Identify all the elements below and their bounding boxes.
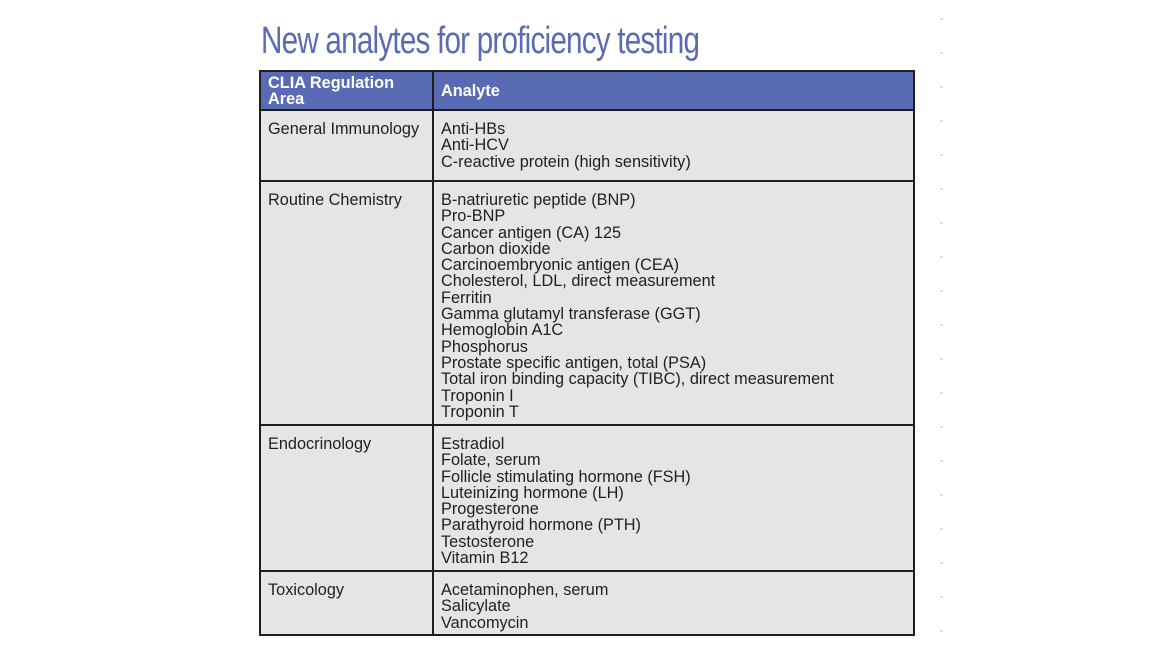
regulation-area-cell: General Immunology — [259, 109, 434, 182]
analyte-item: Vitamin B12 — [441, 549, 529, 568]
analyte-item: Follicle stimulating hormone (FSH) — [441, 467, 691, 486]
analyte-item: Carcinoembryonic antigen (CEA) — [441, 256, 679, 275]
regulation-area-cell: Endocrinology — [259, 424, 434, 572]
analyte-cell: B-natriuretic peptide (BNP) Pro-BNP Canc… — [432, 180, 915, 426]
analyte-item: Folate, serum — [441, 451, 541, 470]
analyte-item: Testosterone — [441, 532, 535, 551]
analyte-item: Anti-HBs — [441, 120, 506, 138]
header-analyte: Analyte — [432, 70, 915, 111]
analyte-item: Cancer antigen (CA) 125 — [441, 223, 622, 242]
analyte-item: Troponin I — [441, 386, 514, 405]
analyte-item: Prostate specific antigen, total (PSA) — [441, 353, 707, 372]
analyte-item: Cholesterol, LDL, direct measurement — [441, 272, 716, 291]
analyte-table: CLIA Regulation Area Analyte General Imm… — [259, 70, 915, 636]
analyte-item: Parathyroid hormone (PTH) — [441, 516, 641, 535]
analyte-item: Gamma glutamyl transferase (GGT) — [441, 305, 701, 324]
analyte-cell: Acetaminophen, serum Salicylate Vancomyc… — [432, 570, 915, 636]
table-row: General Immunology Anti-HBs Anti-HCV C-r… — [259, 109, 915, 182]
analyte-item: Salicylate — [441, 597, 511, 616]
analyte-item: Progesterone — [441, 500, 539, 519]
page-title: New analytes for proficiency testing — [261, 20, 700, 62]
regulation-area-cell: Toxicology — [259, 570, 434, 636]
table-row: Toxicology Acetaminophen, serum Salicyla… — [259, 570, 915, 636]
analyte-item: Vancomycin — [441, 613, 529, 632]
analyte-item: Carbon dioxide — [441, 239, 551, 258]
page-edge-divider — [940, 0, 943, 657]
table-row: Endocrinology Estradiol Folate, serum Fo… — [259, 424, 915, 572]
analyte-item: B-natriuretic peptide (BNP) — [441, 191, 636, 209]
analyte-item: Phosphorus — [441, 337, 528, 356]
analyte-cell: Estradiol Folate, serum Follicle stimula… — [432, 424, 915, 572]
analyte-item: Ferritin — [441, 288, 492, 307]
analyte-item: Pro-BNP — [441, 207, 506, 226]
analyte-item: Acetaminophen, serum — [441, 581, 609, 599]
analyte-item: Anti-HCV — [441, 136, 509, 155]
table-header-row: CLIA Regulation Area Analyte — [259, 70, 915, 111]
regulation-area-cell: Routine Chemistry — [259, 180, 434, 426]
analyte-item: Estradiol — [441, 435, 505, 453]
analyte-table-container: CLIA Regulation Area Analyte General Imm… — [259, 70, 915, 636]
analyte-item: Total iron binding capacity (TIBC), dire… — [441, 370, 834, 389]
analyte-item: Luteinizing hormone (LH) — [441, 483, 624, 502]
table-row: Routine Chemistry B-natriuretic peptide … — [259, 180, 915, 426]
analyte-item: C-reactive protein (high sensitivity) — [441, 152, 691, 171]
header-clia-regulation-area: CLIA Regulation Area — [259, 70, 434, 111]
analyte-item: Troponin T — [441, 402, 519, 421]
analyte-cell: Anti-HBs Anti-HCV C-reactive protein (hi… — [432, 109, 915, 182]
analyte-item: Hemoglobin A1C — [441, 321, 564, 340]
